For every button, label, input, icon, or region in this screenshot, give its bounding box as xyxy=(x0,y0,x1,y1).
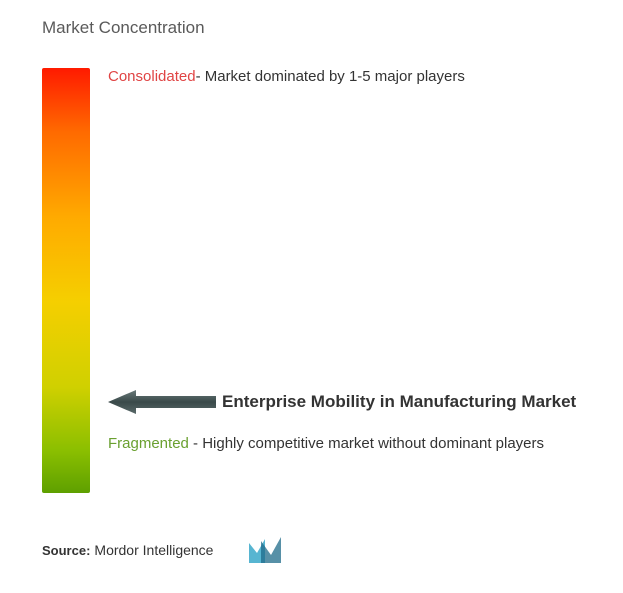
chart-title: Market Concentration xyxy=(42,18,603,38)
fragmented-keyword: Fragmented xyxy=(108,435,189,452)
consolidated-text: - Market dominated by 1-5 major players xyxy=(196,68,465,85)
footer: Source: Mordor Intelligence xyxy=(42,535,285,565)
consolidated-label: Consolidated- Market dominated by 1-5 ma… xyxy=(108,68,465,85)
market-name: Enterprise Mobility in Manufacturing Mar… xyxy=(222,392,576,412)
source-label: Source: xyxy=(42,543,90,558)
concentration-gradient-bar xyxy=(42,68,90,493)
market-pointer: Enterprise Mobility in Manufacturing Mar… xyxy=(108,388,576,416)
fragmented-text: - Highly competitive market without domi… xyxy=(189,435,544,452)
fragmented-label: Fragmented - Highly competitive market w… xyxy=(108,432,583,456)
mordor-logo-icon xyxy=(247,535,285,565)
labels-area: Consolidated- Market dominated by 1-5 ma… xyxy=(108,68,603,493)
arrow-icon xyxy=(108,388,216,416)
source-text: Mordor Intelligence xyxy=(94,542,213,558)
consolidated-keyword: Consolidated xyxy=(108,68,196,85)
main-content: Consolidated- Market dominated by 1-5 ma… xyxy=(42,68,603,493)
